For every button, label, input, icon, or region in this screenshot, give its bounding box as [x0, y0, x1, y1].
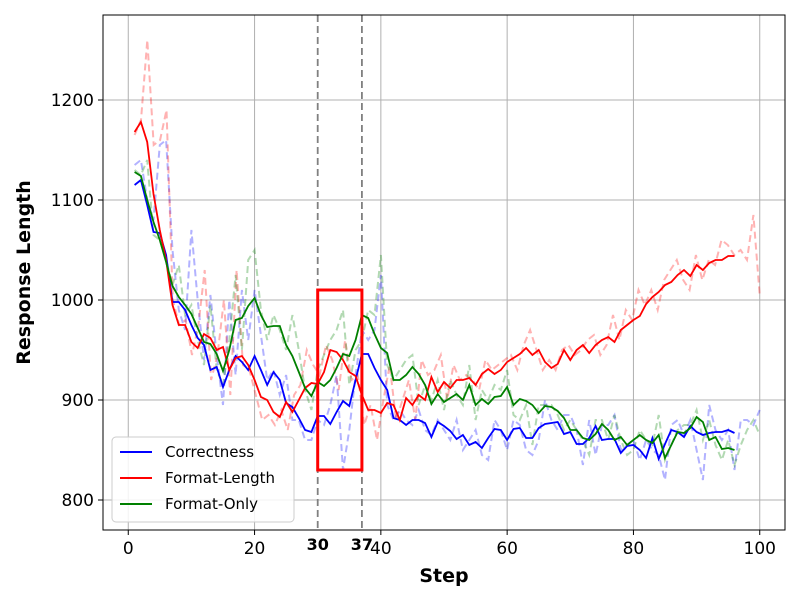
x-tick-label: 40 — [370, 539, 392, 559]
x-tick-label: 80 — [623, 539, 645, 559]
y-axis-label: Response Length — [13, 180, 35, 365]
legend-box — [111, 436, 295, 523]
y-tick-label: 1100 — [51, 191, 94, 211]
x-axis-label: Step — [419, 565, 468, 587]
y-tick-label: 900 — [62, 391, 94, 411]
y-tick-label: 1000 — [51, 291, 94, 311]
series-raw-line — [133, 159, 761, 469]
highlight-region — [316, 288, 364, 472]
y-tick-label: 800 — [62, 491, 94, 511]
series-line — [134, 171, 735, 461]
x-tick-label: 0 — [123, 539, 134, 559]
series-raw-line — [133, 39, 761, 441]
x-tick-label: 20 — [244, 539, 266, 559]
legend-label: Format-Length — [165, 469, 275, 487]
series-raw-line — [133, 138, 761, 481]
legend: Correctness Format-Length Format-Only — [111, 436, 295, 523]
marker-label: 37 — [351, 535, 373, 554]
highlight-box — [316, 288, 364, 472]
marker-labels: 30 37 — [307, 535, 373, 554]
legend-label: Format-Only — [165, 495, 258, 513]
plot-frame — [102, 14, 786, 531]
raw-series-lines — [133, 39, 761, 481]
step-markers — [316, 15, 363, 530]
x-tick-label: 60 — [496, 539, 518, 559]
marker-label: 30 — [307, 535, 329, 554]
legend-label: Correctness — [165, 443, 254, 461]
y-tick-label: 1200 — [51, 91, 94, 111]
series-line — [133, 119, 735, 423]
x-tick-label: 100 — [744, 539, 776, 559]
smoothed-series-lines — [133, 119, 735, 462]
axis-ticks — [98, 99, 761, 535]
axis-tick-labels: 0 20 40 60 80 100 800 900 1000 1100 1200 — [51, 91, 776, 559]
